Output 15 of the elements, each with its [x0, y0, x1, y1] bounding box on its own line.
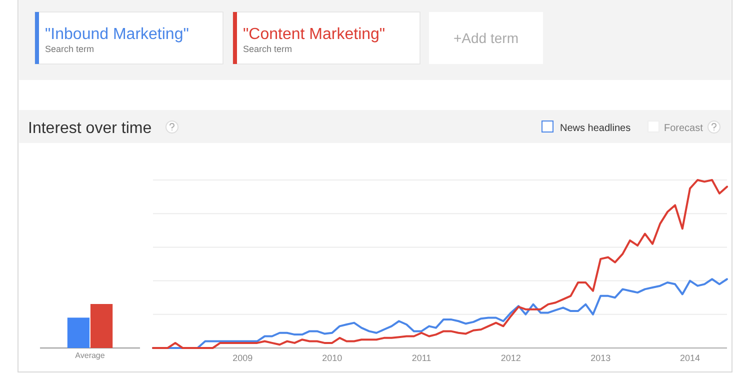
text: Search term — [45, 44, 94, 54]
text: Forecast — [664, 123, 704, 134]
chart-title: Interest over time — [28, 120, 152, 137]
x-tick-label: 2014 — [680, 352, 700, 363]
text: News headlines — [560, 123, 631, 134]
text: +Add term — [454, 30, 518, 46]
text: "Inbound Marketing" — [45, 26, 189, 43]
text: Search term — [243, 44, 292, 54]
x-tick-label: 2013 — [590, 352, 611, 363]
x-tick-label: Average — [75, 351, 106, 360]
x-tick-label: 2010 — [322, 352, 342, 363]
x-tick-label: 2009 — [232, 352, 253, 363]
text: "Content Marketing" — [243, 26, 386, 43]
x-tick-label: 2012 — [500, 352, 521, 363]
x-tick-label: 2011 — [412, 352, 432, 363]
